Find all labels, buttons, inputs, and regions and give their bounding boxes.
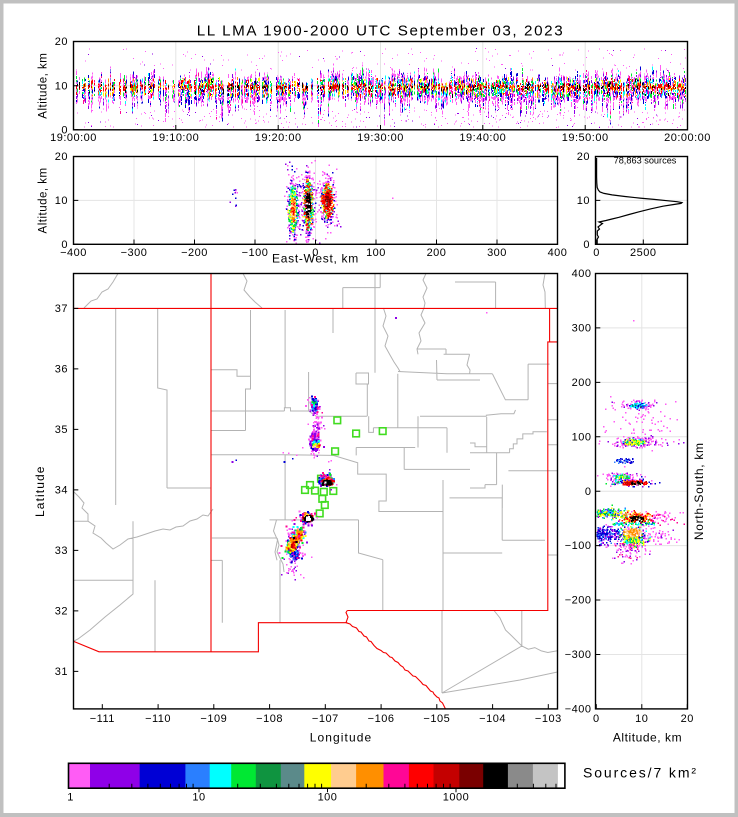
- svg-text:34: 34: [55, 485, 68, 497]
- svg-text:10: 10: [635, 713, 648, 725]
- svg-text:100: 100: [366, 247, 386, 259]
- svg-text:−300: −300: [565, 649, 592, 661]
- svg-text:Longitude: Longitude: [310, 731, 373, 745]
- svg-text:0: 0: [593, 247, 599, 259]
- svg-text:20: 20: [577, 151, 590, 163]
- svg-text:31: 31: [55, 666, 68, 678]
- svg-text:20: 20: [55, 151, 68, 163]
- svg-text:−109: −109: [200, 713, 227, 725]
- svg-text:Altitude, km: Altitude, km: [613, 731, 682, 745]
- svg-text:−108: −108: [256, 713, 283, 725]
- svg-text:33: 33: [55, 545, 68, 557]
- svg-text:0: 0: [583, 239, 590, 251]
- svg-text:19:10:00: 19:10:00: [152, 132, 199, 144]
- svg-text:36: 36: [55, 364, 68, 376]
- svg-text:0: 0: [593, 713, 600, 725]
- svg-text:−200: −200: [181, 247, 208, 259]
- svg-text:2500: 2500: [630, 247, 656, 259]
- svg-text:100: 100: [572, 431, 592, 443]
- svg-text:0: 0: [61, 239, 68, 251]
- svg-text:0: 0: [312, 247, 319, 259]
- svg-text:−300: −300: [121, 247, 148, 259]
- svg-text:78,863 sources: 78,863 sources: [614, 156, 677, 166]
- svg-text:300: 300: [572, 323, 592, 335]
- svg-text:−111: −111: [90, 713, 115, 725]
- svg-text:400: 400: [572, 268, 592, 280]
- svg-text:19:40:00: 19:40:00: [459, 132, 506, 144]
- svg-text:200: 200: [572, 377, 592, 389]
- svg-text:−103: −103: [535, 713, 562, 725]
- svg-text:−400: −400: [565, 704, 592, 716]
- svg-text:0: 0: [585, 486, 592, 498]
- svg-text:20: 20: [681, 713, 694, 725]
- svg-text:−104: −104: [479, 713, 506, 725]
- svg-text:37: 37: [55, 303, 68, 315]
- svg-text:10: 10: [55, 195, 68, 207]
- svg-text:200: 200: [427, 247, 447, 259]
- svg-text:20: 20: [55, 36, 68, 48]
- svg-text:−100: −100: [565, 540, 592, 552]
- svg-text:10: 10: [577, 195, 590, 207]
- svg-text:Altitude, km: Altitude, km: [38, 167, 50, 233]
- svg-text:20:00:00: 20:00:00: [664, 132, 711, 144]
- svg-text:1: 1: [67, 792, 74, 804]
- svg-text:400: 400: [548, 247, 568, 259]
- svg-text:19:50:00: 19:50:00: [562, 132, 609, 144]
- svg-text:−110: −110: [145, 713, 171, 725]
- svg-text:300: 300: [487, 247, 507, 259]
- svg-text:1000: 1000: [443, 792, 469, 804]
- svg-text:100: 100: [318, 792, 338, 804]
- svg-text:19:20:00: 19:20:00: [255, 132, 302, 144]
- svg-text:10: 10: [192, 792, 205, 804]
- svg-text:10: 10: [55, 80, 68, 92]
- svg-text:North-South, km: North-South, km: [692, 442, 706, 540]
- svg-text:−107: −107: [312, 713, 339, 725]
- svg-text:East-West, km: East-West, km: [272, 252, 359, 266]
- svg-text:−400: −400: [60, 247, 87, 259]
- svg-text:−200: −200: [565, 595, 592, 607]
- svg-text:LL LMA 1900-2000 UTC September: LL LMA 1900-2000 UTC September 03, 2023: [197, 23, 564, 40]
- svg-text:35: 35: [55, 424, 68, 436]
- svg-text:Altitude, km: Altitude, km: [38, 53, 50, 119]
- svg-text:19:30:00: 19:30:00: [357, 132, 404, 144]
- svg-text:Sources/7 km²: Sources/7 km²: [583, 765, 698, 781]
- svg-text:−105: −105: [423, 713, 450, 725]
- svg-text:32: 32: [55, 606, 68, 618]
- svg-text:−100: −100: [242, 247, 269, 259]
- svg-text:19:00:00: 19:00:00: [50, 132, 97, 144]
- svg-text:0: 0: [61, 124, 68, 136]
- svg-text:−106: −106: [368, 713, 395, 725]
- svg-text:Latitude: Latitude: [33, 465, 47, 517]
